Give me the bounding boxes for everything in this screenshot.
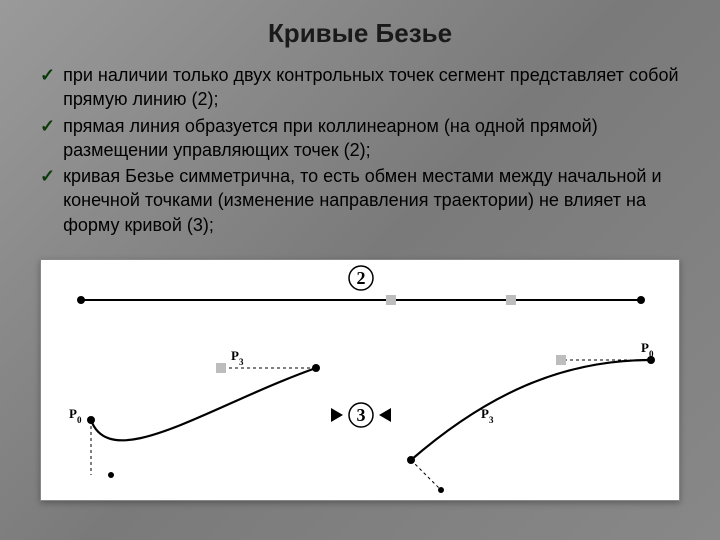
svg-text:P3: P3 bbox=[481, 406, 494, 425]
check-icon: ✓ bbox=[40, 114, 55, 138]
svg-text:P0: P0 bbox=[69, 406, 82, 425]
svg-text:3: 3 bbox=[357, 405, 366, 425]
check-icon: ✓ bbox=[40, 63, 55, 87]
list-item: ✓ кривая Безье симметрична, то есть обме… bbox=[40, 164, 680, 237]
list-item: ✓ при наличии только двух контрольных то… bbox=[40, 63, 680, 112]
bullet-text: прямая линия образуется при коллинеарном… bbox=[63, 114, 680, 163]
svg-text:2: 2 bbox=[357, 268, 366, 288]
svg-text:P3: P3 bbox=[231, 348, 244, 367]
svg-text:P0: P0 bbox=[641, 340, 654, 359]
list-item: ✓ прямая линия образуется при коллинеарн… bbox=[40, 114, 680, 163]
check-icon: ✓ bbox=[40, 164, 55, 188]
bullet-list: ✓ при наличии только двух контрольных то… bbox=[40, 63, 680, 237]
bullet-text: кривая Безье симметрична, то есть обмен … bbox=[63, 164, 680, 237]
bullet-text: при наличии только двух контрольных точе… bbox=[63, 63, 680, 112]
bezier-diagram: 2 3 P0 P3 P0 P3 bbox=[40, 259, 680, 501]
page-title: Кривые Безье bbox=[40, 18, 680, 49]
